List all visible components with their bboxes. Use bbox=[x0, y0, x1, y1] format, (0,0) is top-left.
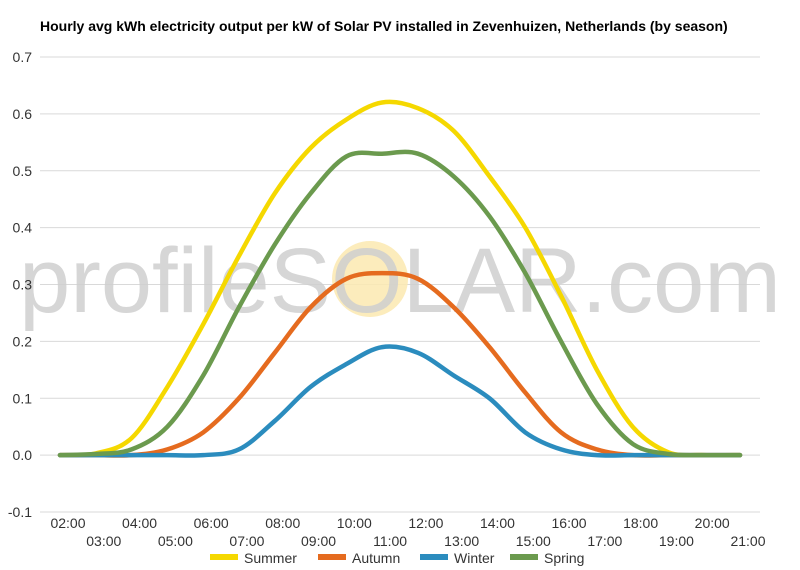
x-tick-label: 08:00 bbox=[265, 515, 300, 531]
legend-label-winter: Winter bbox=[454, 550, 495, 566]
x-tick-label: 11:00 bbox=[373, 533, 407, 549]
series-line-summer bbox=[57, 99, 743, 458]
series-line-spring bbox=[57, 149, 743, 458]
series-lines bbox=[57, 99, 743, 458]
x-tick-label: 16:00 bbox=[552, 515, 587, 531]
legend-swatch-autumn bbox=[318, 554, 346, 560]
watermark-text: profileSOLAR.com bbox=[19, 230, 781, 332]
legend-label-summer: Summer bbox=[244, 550, 297, 566]
y-tick-label: 0.1 bbox=[13, 390, 33, 406]
y-tick-label: 0.0 bbox=[13, 447, 33, 463]
y-tick-label: -0.1 bbox=[8, 504, 32, 520]
legend: Summer Autumn Winter Spring bbox=[210, 550, 584, 566]
x-tick-label: 15:00 bbox=[516, 533, 551, 549]
legend-swatch-winter bbox=[420, 554, 448, 560]
x-tick-label: 05:00 bbox=[158, 533, 193, 549]
legend-swatch-summer bbox=[210, 554, 238, 560]
x-tick-label: 02:00 bbox=[50, 515, 85, 531]
x-tick-label: 20:00 bbox=[695, 515, 730, 531]
legend-swatch-spring bbox=[510, 554, 538, 560]
axes: -0.1 0.0 0.1 0.2 0.3 0.4 0.5 0.6 0.7 02:0003:0004… bbox=[8, 49, 766, 549]
watermark: profileSOLAR.com bbox=[19, 230, 781, 332]
x-tick-label: 17:00 bbox=[587, 533, 622, 549]
x-tick-label: 19:00 bbox=[659, 533, 694, 549]
x-tick-label: 06:00 bbox=[194, 515, 229, 531]
y-tick-label: 0.6 bbox=[13, 106, 33, 122]
series-line-winter bbox=[57, 344, 743, 458]
y-tick-label: 0.5 bbox=[13, 163, 33, 179]
y-tick-label: 0.7 bbox=[13, 49, 33, 65]
x-tick-label: 21:00 bbox=[730, 533, 765, 549]
legend-label-spring: Spring bbox=[544, 550, 584, 566]
x-tick-label: 14:00 bbox=[480, 515, 515, 531]
x-tick-label: 10:00 bbox=[337, 515, 372, 531]
legend-label-autumn: Autumn bbox=[352, 550, 400, 566]
y-tick-label: 0.4 bbox=[13, 220, 33, 236]
x-tick-label: 13:00 bbox=[444, 533, 479, 549]
watermark-sun bbox=[332, 241, 408, 317]
x-tick-label: 03:00 bbox=[86, 533, 121, 549]
x-tick-label: 07:00 bbox=[229, 533, 264, 549]
chart-title: Hourly avg kWh electricity output per kW… bbox=[40, 18, 728, 34]
x-tick-label: 09:00 bbox=[301, 533, 336, 549]
x-tick-label: 12:00 bbox=[408, 515, 443, 531]
y-tick-label: 0.3 bbox=[13, 277, 33, 293]
y-tick-label: 0.2 bbox=[13, 333, 33, 349]
x-tick-label: 04:00 bbox=[122, 515, 157, 531]
x-tick-label: 18:00 bbox=[623, 515, 658, 531]
